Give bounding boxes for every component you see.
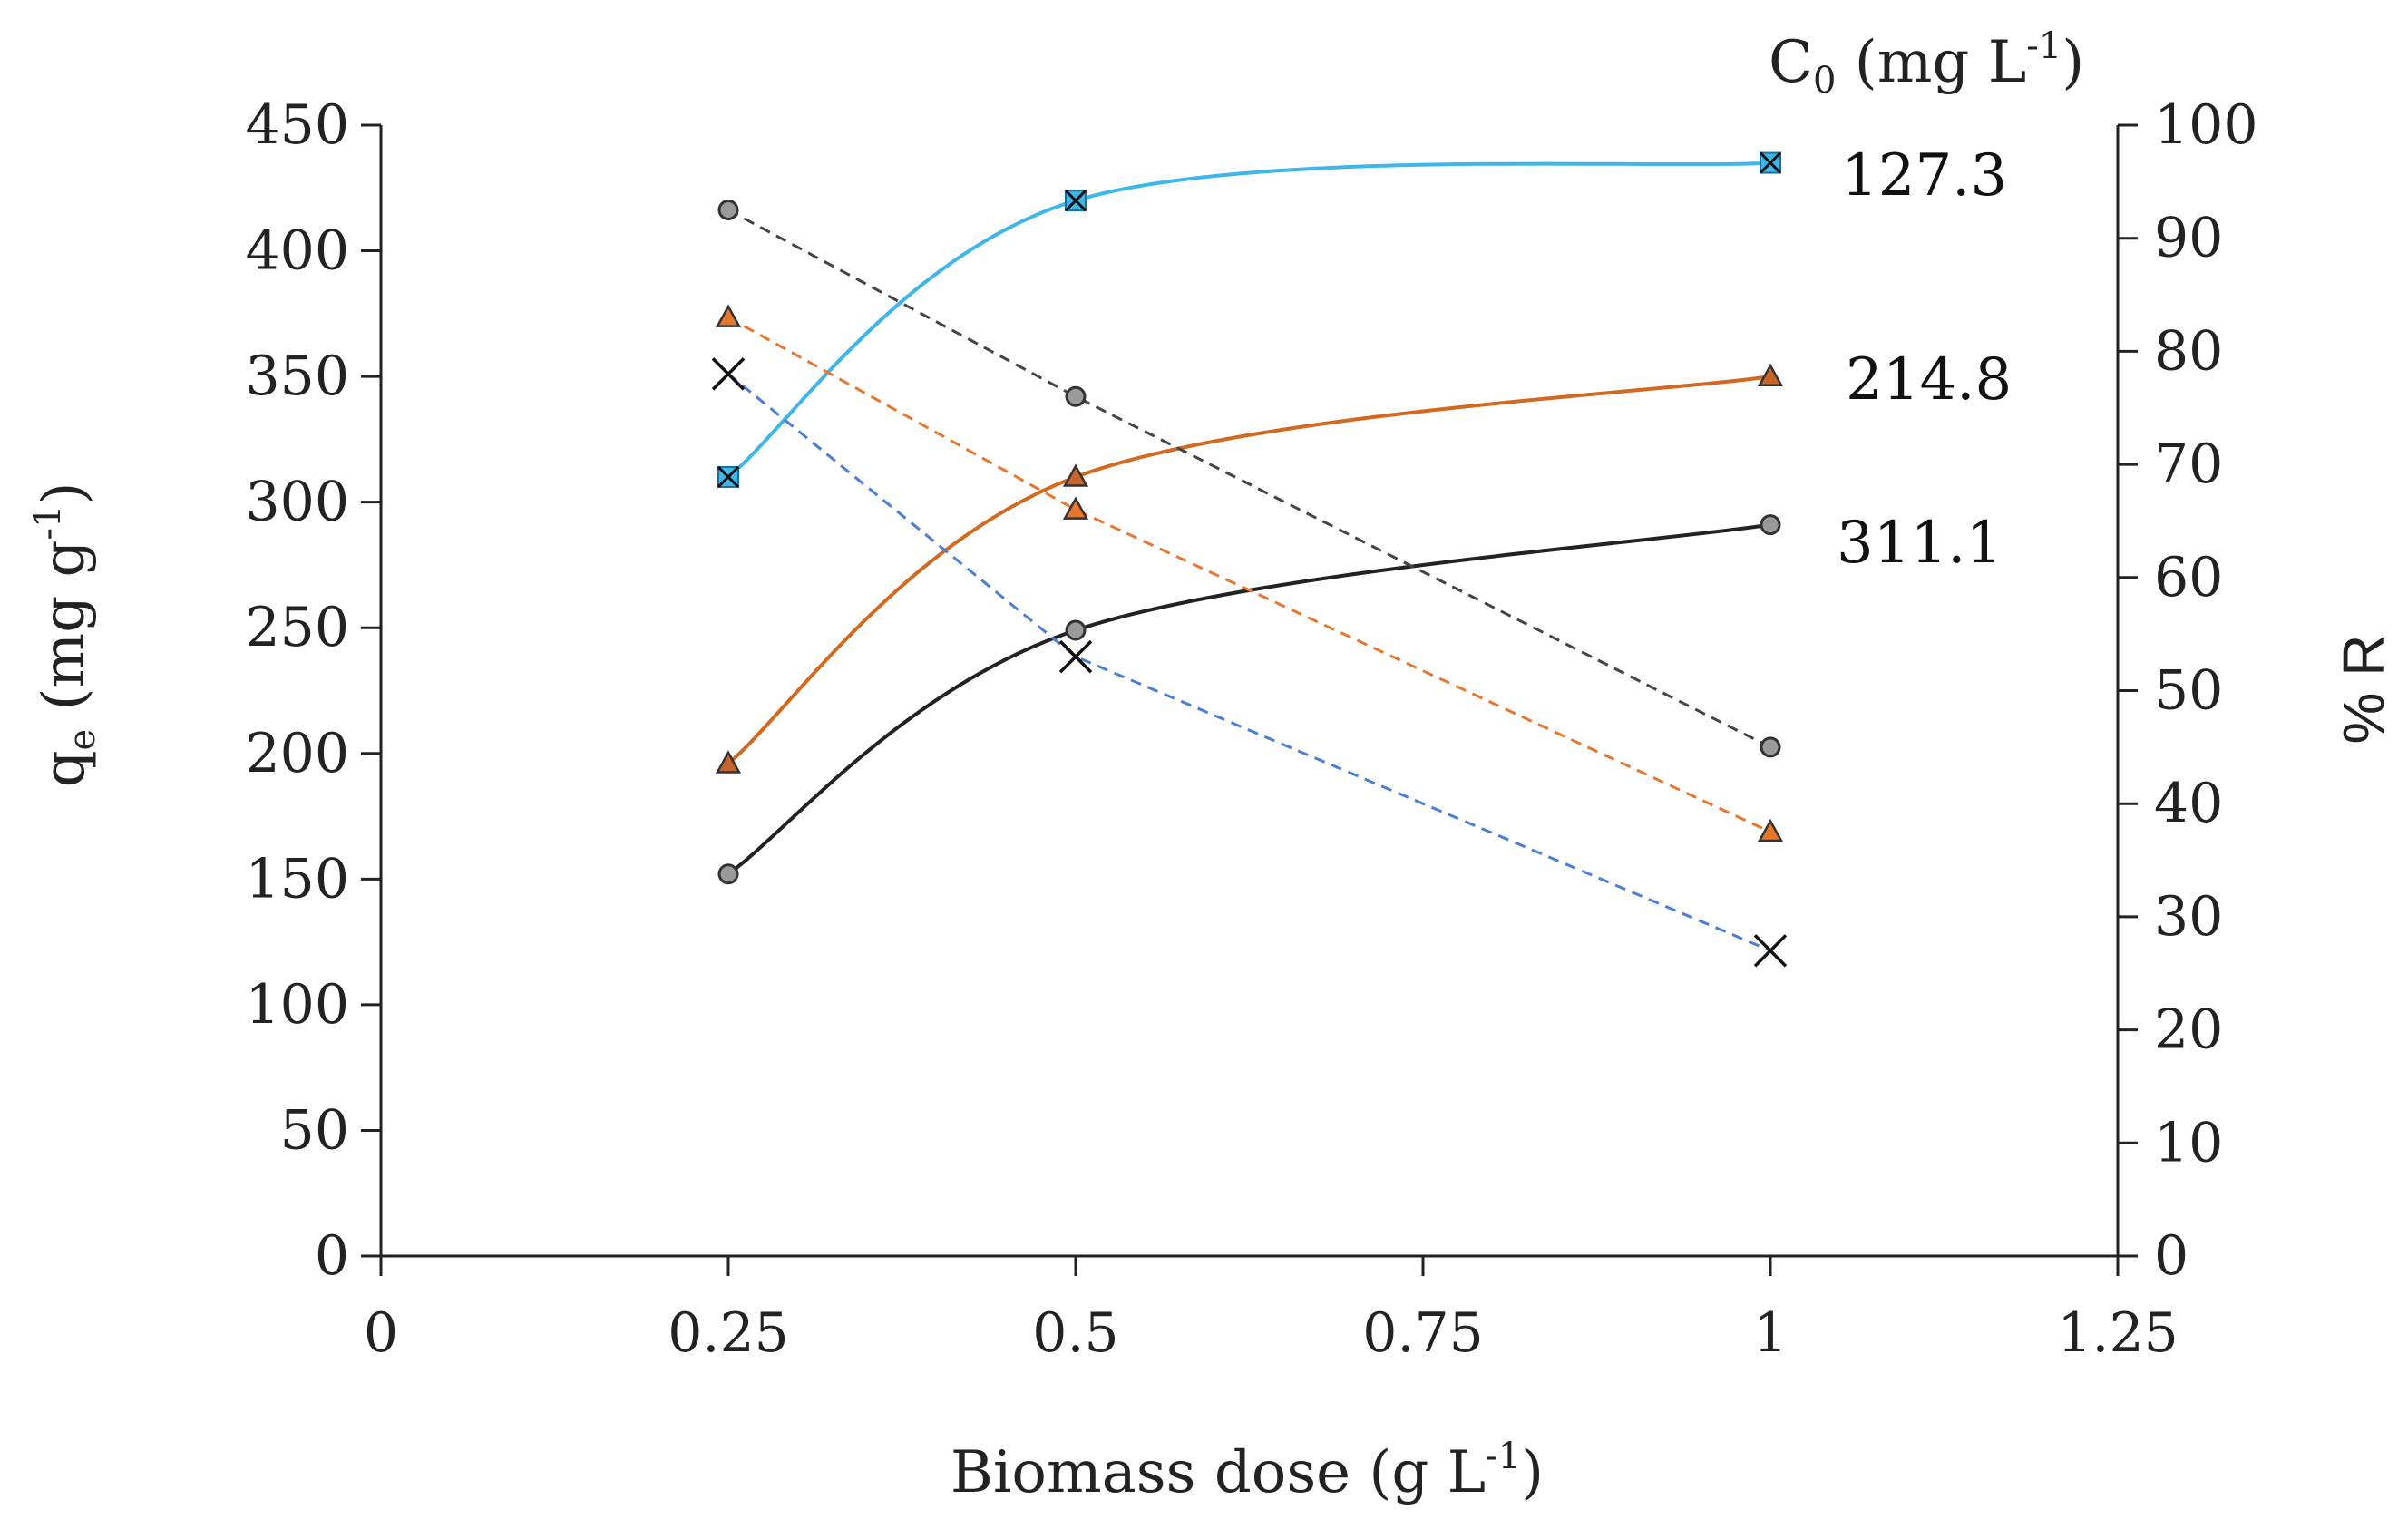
- y-left-tick-label: 150: [245, 847, 349, 911]
- series-line-1: [726, 161, 1771, 479]
- data-point-s4-3: [1760, 736, 1781, 758]
- series-line-2: [726, 375, 1771, 765]
- data-point-s6-3: [1753, 934, 1788, 968]
- marker-cross: [717, 465, 740, 489]
- y-left-tick-label: 300: [245, 471, 349, 534]
- marker-cross: [1064, 190, 1087, 212]
- data-point-s1-1: [717, 465, 740, 489]
- y-left-tick-label: 450: [245, 93, 349, 157]
- x-axis-title: Biomass dose (g L-1): [951, 1436, 1544, 1506]
- y-right-tick-label: 80: [2154, 319, 2223, 383]
- y-left-tick-label: 200: [245, 722, 349, 785]
- data-point-s2-3: [1757, 363, 1784, 386]
- marker-layer: [711, 151, 1788, 968]
- marker-cross: [1759, 151, 1782, 174]
- data-point-s6-1: [711, 357, 746, 391]
- y-right-tick-label: 90: [2154, 207, 2223, 270]
- y-right-tick-label: 70: [2154, 433, 2223, 496]
- y-right-tick-label: 10: [2154, 1111, 2223, 1174]
- x-tick-label: 0.25: [668, 1301, 789, 1365]
- y-left-tick-label: 400: [245, 219, 349, 283]
- x-tick-label: 0.75: [1362, 1301, 1484, 1365]
- data-point-s3-3: [1760, 514, 1781, 536]
- axes: 0 0.25 0.5 0.75 1 1.2505010015020025030035040…: [245, 93, 2257, 1365]
- data-point-s5-1: [715, 304, 742, 327]
- data-point-s5-3: [1757, 818, 1784, 842]
- y-left-tick-label: 350: [245, 345, 349, 408]
- y-left-tick-label: 250: [245, 596, 349, 659]
- y-left-tick-label: 0: [315, 1224, 349, 1288]
- x-tick-label: 0: [364, 1301, 398, 1365]
- x-tick-label: 1: [1753, 1301, 1788, 1365]
- data-point-s6-2: [1058, 639, 1093, 674]
- data-point-s5-2: [1062, 496, 1089, 520]
- y-right-tick-label: 30: [2154, 885, 2223, 949]
- y-right-tick-label: 100: [2154, 93, 2258, 157]
- series-line-6: [727, 373, 1771, 952]
- y-left-tick-label: 100: [245, 973, 349, 1037]
- y-left-axis-title: qe (mg g-1): [27, 482, 103, 788]
- data-point-s4-2: [1065, 385, 1087, 407]
- data-point-s2-2: [1062, 463, 1089, 487]
- x-tick-label: 1.25: [2057, 1301, 2179, 1365]
- y-right-tick-label: 20: [2154, 998, 2223, 1062]
- y-right-tick-label: 60: [2154, 546, 2223, 609]
- series-line-4: [727, 209, 1771, 749]
- data-point-s3-2: [1065, 619, 1087, 641]
- y-right-tick-label: 40: [2154, 772, 2223, 835]
- data-point-s4-1: [717, 200, 739, 221]
- series-label-311-1: 311.1: [1837, 510, 2003, 577]
- x-tick-label: 0.5: [1032, 1301, 1118, 1365]
- series-label-127-3: 127.3: [1841, 142, 2007, 209]
- series-line-3: [726, 522, 1771, 876]
- legend-title: C0 (mg L-1): [1769, 25, 2084, 102]
- series-label-214-8: 214.8: [1846, 346, 2012, 414]
- data-point-s2-1: [715, 750, 742, 774]
- y-right-tick-label: 0: [2154, 1224, 2189, 1288]
- y-right-axis-title: % R: [2331, 635, 2396, 745]
- series-layer: [726, 161, 1771, 952]
- series-line-5: [727, 316, 1771, 833]
- data-point-s1-3: [1759, 151, 1782, 174]
- y-left-tick-label: 50: [280, 1098, 349, 1162]
- data-point-s3-1: [717, 863, 739, 885]
- data-point-s1-2: [1064, 190, 1087, 212]
- y-right-tick-label: 50: [2154, 659, 2223, 723]
